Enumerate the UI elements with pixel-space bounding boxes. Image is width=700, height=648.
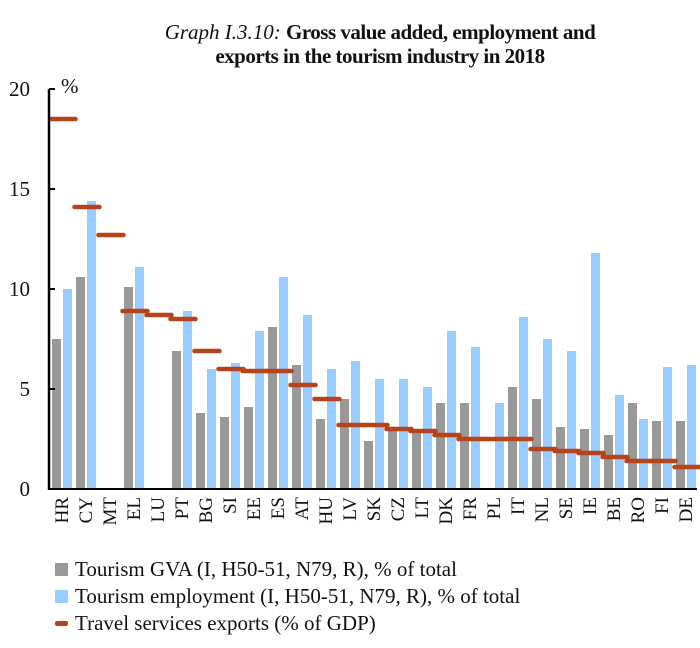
- bar-gva-si: [220, 417, 229, 489]
- x-tick-label-it: IT: [508, 497, 529, 515]
- x-tick-label-ie: IE: [580, 497, 601, 515]
- bar-gva-at: [292, 365, 301, 489]
- bar-employment-si: [231, 363, 240, 489]
- bar-employment-ee: [255, 331, 264, 489]
- bar-gva-ee: [244, 407, 253, 489]
- bar-employment-lt: [423, 387, 432, 489]
- y-tick-label-10: 10: [9, 277, 30, 301]
- x-tick-label-ro: RO: [628, 497, 649, 523]
- bar-gva-hr: [52, 339, 61, 489]
- x-tick-label-hu: HU: [316, 497, 337, 525]
- legend-swatch-employment: [55, 590, 68, 603]
- x-tick-label-fr: FR: [460, 497, 481, 521]
- x-tick-label-el: EL: [124, 497, 145, 520]
- chart-plot: HR CY MT EL LU PT BG SI EE ES AT HU LV SK CZ LT DK FR PL IT…: [9, 74, 700, 526]
- x-tick-label-cy: CY: [76, 497, 97, 524]
- bar-gva-bg: [196, 413, 205, 489]
- bar-employment-cz: [399, 379, 408, 489]
- chart-title-line1: Gross value added, employment and: [286, 20, 596, 44]
- bar-gva-ie: [580, 429, 589, 489]
- bar-employment-se: [567, 351, 576, 489]
- bar-gva-fr: [460, 403, 469, 489]
- x-tick-label-de: DE: [676, 497, 697, 522]
- bar-employment-el: [135, 267, 144, 489]
- bar-employment-de: [687, 365, 696, 489]
- bar-employment-fi: [663, 367, 672, 489]
- bar-gva-dk: [436, 403, 445, 489]
- x-tick-label-pl: PL: [484, 497, 505, 519]
- x-tick-label-fi: FI: [652, 497, 673, 514]
- x-tick-label-nl: NL: [532, 497, 553, 522]
- bar-gva-lv: [340, 399, 349, 489]
- legend-swatch-exports: [55, 621, 68, 626]
- bar-employment-ro: [639, 419, 648, 489]
- legend-item-employment: Tourism employment (I, H50-51, N79, R), …: [55, 583, 520, 610]
- y-axis-unit-label: %: [61, 74, 79, 98]
- bar-gva-el: [124, 287, 133, 489]
- x-tick-label-hr: HR: [52, 497, 73, 524]
- x-tick-label-se: SE: [556, 497, 577, 519]
- x-tick-label-cz: CZ: [388, 497, 409, 521]
- bar-employment-at: [303, 315, 312, 489]
- x-tick-label-lv: LV: [340, 497, 361, 521]
- legend-label-gva: Tourism GVA (I, H50-51, N79, R), % of to…: [75, 557, 457, 581]
- bar-gva-hu: [316, 419, 325, 489]
- legend-label-exports: Travel services exports (% of GDP): [75, 611, 376, 635]
- bar-gva-pt: [172, 351, 181, 489]
- bar-employment-sk: [375, 379, 384, 489]
- bar-gva-de: [676, 421, 685, 489]
- bar-gva-es: [268, 327, 277, 489]
- bar-employment-pl: [495, 403, 504, 489]
- x-tick-label-dk: DK: [436, 497, 457, 525]
- x-tick-label-si: SI: [220, 497, 241, 514]
- bar-employment-fr: [471, 347, 480, 489]
- bars-layer: [52, 201, 696, 489]
- bar-employment-bg: [207, 369, 216, 489]
- bar-gva-cy: [76, 277, 85, 489]
- legend-item-exports: Travel services exports (% of GDP): [55, 610, 520, 637]
- x-tick-label-lu: LU: [148, 497, 169, 523]
- legend: Tourism GVA (I, H50-51, N79, R), % of to…: [55, 556, 520, 637]
- legend-label-employment: Tourism employment (I, H50-51, N79, R), …: [75, 584, 521, 608]
- x-tick-label-lt: LT: [412, 497, 433, 519]
- x-tick-label-sk: SK: [364, 497, 385, 522]
- x-tick-label-ee: EE: [244, 497, 265, 520]
- chart-title-prefix: Graph I.3.10:: [164, 20, 281, 44]
- bar-employment-ie: [591, 253, 600, 489]
- bar-gva-nl: [532, 399, 541, 489]
- bar-employment-be: [615, 395, 624, 489]
- x-tick-label-es: ES: [268, 497, 289, 519]
- x-tick-label-be: BE: [604, 497, 625, 521]
- bar-gva-se: [556, 427, 565, 489]
- x-tick-label-pt: PT: [172, 497, 193, 520]
- chart-title: Graph I.3.10: Gross value added, employm…: [0, 20, 700, 68]
- bar-gva-be: [604, 435, 613, 489]
- x-tick-label-at: AT: [292, 497, 313, 521]
- x-tick-label-mt: MT: [100, 497, 121, 526]
- bar-employment-pt: [183, 311, 192, 489]
- bar-employment-it: [519, 317, 528, 489]
- markers-layer: [48, 116, 700, 470]
- bar-employment-nl: [543, 339, 552, 489]
- bar-gva-lt: [412, 429, 421, 489]
- bar-gva-fi: [652, 421, 661, 489]
- axes-layer: HR CY MT EL LU PT BG SI EE ES AT HU LV SK CZ LT DK FR PL IT…: [9, 77, 697, 526]
- x-tick-label-bg: BG: [196, 497, 217, 524]
- y-tick-label-0: 0: [20, 477, 31, 501]
- bar-employment-hr: [63, 289, 72, 489]
- chart-title-line2: exports in the tourism industry in 2018: [215, 44, 545, 68]
- bar-gva-ro: [628, 403, 637, 489]
- y-tick-label-15: 15: [9, 177, 30, 201]
- bar-gva-sk: [364, 441, 373, 489]
- bar-gva-cz: [388, 427, 397, 489]
- bar-employment-hu: [327, 369, 336, 489]
- bar-employment-es: [279, 277, 288, 489]
- bar-employment-cy: [87, 201, 96, 489]
- y-tick-label-20: 20: [9, 77, 30, 101]
- y-tick-label-5: 5: [20, 377, 31, 401]
- legend-item-gva: Tourism GVA (I, H50-51, N79, R), % of to…: [55, 556, 520, 583]
- legend-swatch-gva: [55, 563, 68, 576]
- bar-employment-dk: [447, 331, 456, 489]
